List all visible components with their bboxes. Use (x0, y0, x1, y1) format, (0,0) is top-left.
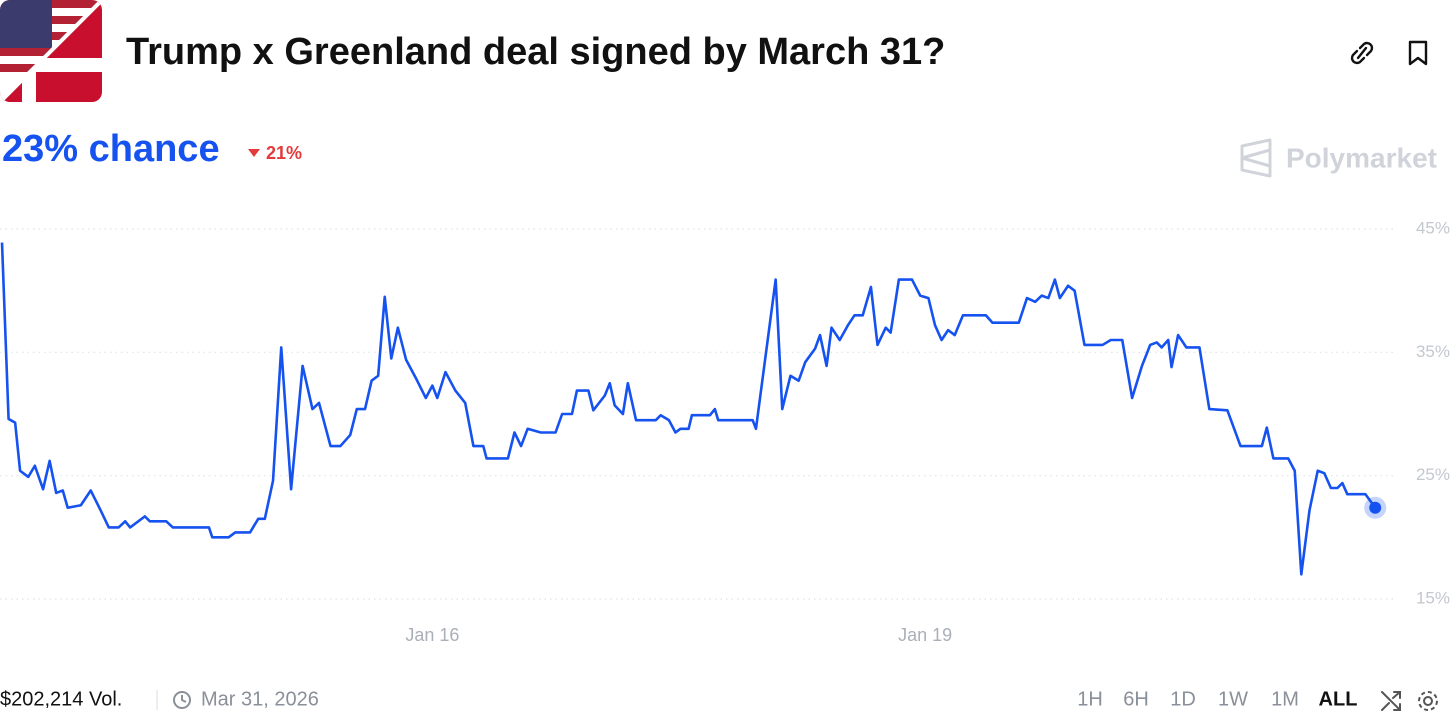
range-button[interactable]: ALL (1319, 688, 1358, 710)
range-button[interactable]: 1M (1271, 688, 1299, 710)
y-tick-label: 35% (1416, 342, 1450, 361)
chance: 23% chance (2, 128, 220, 170)
y-tick-label: 15% (1416, 588, 1450, 607)
range-selector: 1H 6H 1D 1W 1M ALL (1077, 688, 1357, 710)
bookmark-button[interactable] (1408, 40, 1428, 66)
range-button[interactable]: 1W (1218, 688, 1248, 710)
volume: $202,214 Vol. (0, 688, 122, 710)
market-icon (0, 0, 102, 102)
copy-link-button[interactable] (1350, 41, 1374, 65)
brand-name: Polymarket (1286, 142, 1437, 173)
settings-button[interactable] (1418, 691, 1438, 711)
range-button[interactable]: 1D (1170, 688, 1196, 710)
x-tick-label: Jan 16 (405, 625, 459, 645)
x-tick-label: Jan 19 (898, 625, 952, 645)
range-button[interactable]: 1H (1077, 688, 1103, 710)
brand-logo (1240, 138, 1272, 178)
y-tick-label: 45% (1416, 218, 1450, 237)
market-title: Trump x Greenland deal signed by March 3… (126, 31, 945, 73)
chart: 15% 25% 35% 45% Jan 16 Jan 19 (0, 218, 1450, 645)
change-down-icon (248, 149, 260, 157)
y-tick-label: 25% (1416, 465, 1450, 484)
change: 21% (266, 143, 302, 163)
clock-icon (173, 691, 191, 709)
shuffle-button[interactable] (1381, 691, 1401, 711)
end-date: Mar 31, 2026 (201, 688, 319, 710)
range-button[interactable]: 6H (1123, 688, 1149, 710)
current-point (1369, 501, 1382, 514)
price-line (0, 242, 1377, 576)
